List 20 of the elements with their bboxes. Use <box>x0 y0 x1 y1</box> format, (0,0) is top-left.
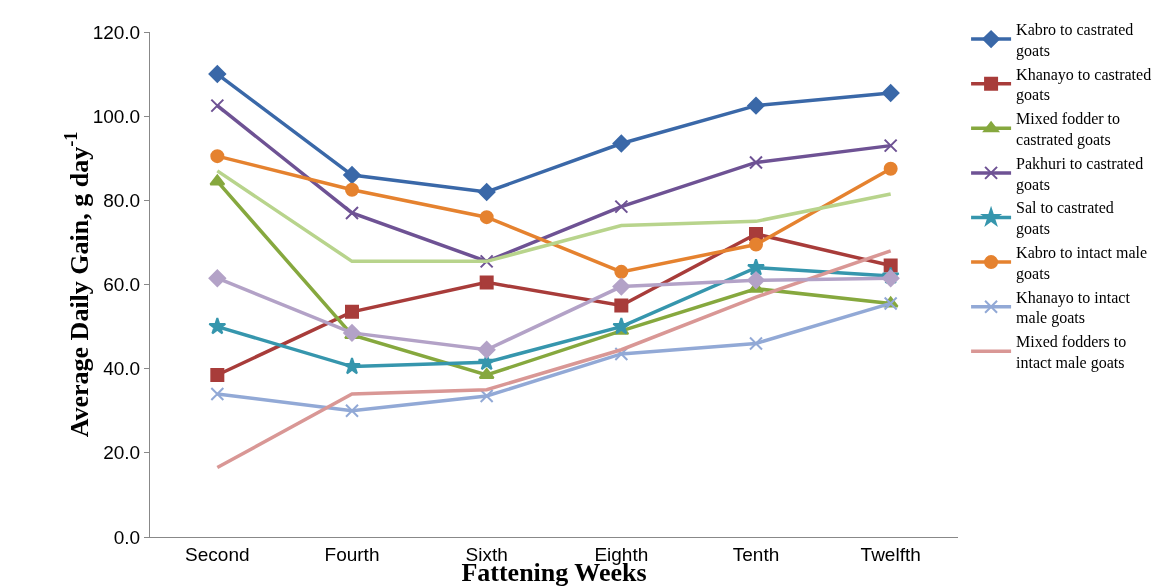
legend-label: Mixed fodder to castrated goats <box>1016 110 1121 149</box>
y-tick-label: 20.0 <box>103 442 141 464</box>
x-tick-label: Tenth <box>732 543 780 565</box>
y-tick-label: 40.0 <box>103 358 141 380</box>
legend-label: Khanayo to intact male goats <box>1016 288 1131 328</box>
y-tick-label: 60.0 <box>103 274 141 296</box>
y-tick-label: 0.0 <box>113 526 141 548</box>
legend-label: Kabro to intact male goats <box>1016 243 1148 283</box>
legend-label: Pakhuri to castrated goats <box>1016 154 1144 194</box>
y-tick-label: 80.0 <box>103 189 141 211</box>
legend-label: Sal to castrated goats <box>1016 199 1114 239</box>
legend-label: Kabro to castrated goats <box>1016 20 1134 60</box>
legend-label: Khanayo to castrated goats <box>1016 65 1152 105</box>
x-tick-label: Second <box>185 543 250 565</box>
x-tick-label: Fourth <box>324 543 380 565</box>
y-tick-label: 100.0 <box>92 105 141 127</box>
x-tick-label: Eighth <box>594 543 649 565</box>
legend-label: Mixed fodders to intact male goats <box>1016 333 1127 372</box>
y-tick-label: 120.0 <box>92 21 141 43</box>
x-tick-label: Twelfth <box>860 543 921 565</box>
